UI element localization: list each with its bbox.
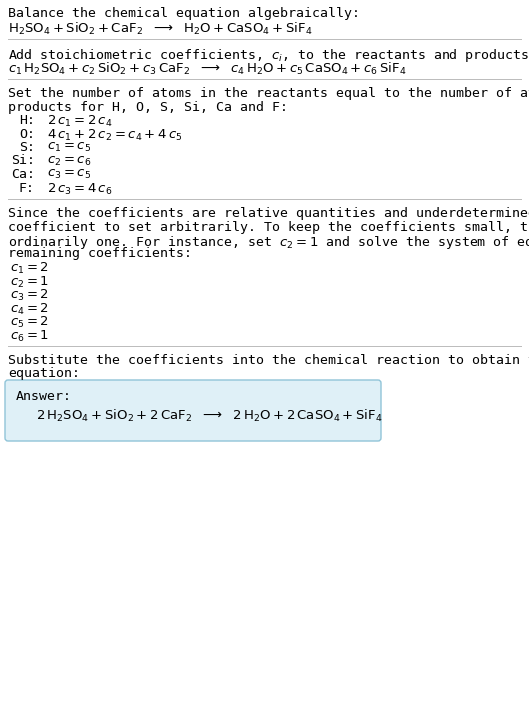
Text: $c_1 = c_5$: $c_1 = c_5$ xyxy=(47,141,91,154)
Text: $c_5 = 2$: $c_5 = 2$ xyxy=(10,315,49,330)
FancyBboxPatch shape xyxy=(5,380,381,441)
Text: $c_4 = 2$: $c_4 = 2$ xyxy=(10,301,49,317)
Text: $c_2 = c_6$: $c_2 = c_6$ xyxy=(47,155,92,168)
Text: $c_1\, \mathrm{H_2SO_4} + c_2\, \mathrm{SiO_2} + c_3\, \mathrm{CaF_2}$  $\longri: $c_1\, \mathrm{H_2SO_4} + c_2\, \mathrm{… xyxy=(8,61,406,76)
Text: remaining coefficients:: remaining coefficients: xyxy=(8,247,192,260)
Text: Balance the chemical equation algebraically:: Balance the chemical equation algebraica… xyxy=(8,7,360,20)
Text: $c_2 = 1$: $c_2 = 1$ xyxy=(10,274,49,290)
Text: $2\, \mathrm{H_2SO_4} + \mathrm{SiO_2} + 2\, \mathrm{CaF_2}$  $\longrightarrow$ : $2\, \mathrm{H_2SO_4} + \mathrm{SiO_2} +… xyxy=(36,408,382,424)
Text: H:: H: xyxy=(19,114,35,127)
Text: $c_3 = 2$: $c_3 = 2$ xyxy=(10,288,49,303)
Text: Set the number of atoms in the reactants equal to the number of atoms in the: Set the number of atoms in the reactants… xyxy=(8,87,529,100)
Text: O:: O: xyxy=(19,127,35,141)
Text: Ca:: Ca: xyxy=(11,168,35,181)
Text: Since the coefficients are relative quantities and underdetermined, choose a: Since the coefficients are relative quan… xyxy=(8,207,529,220)
Text: $\mathrm{H_2SO_4 + SiO_2 + CaF_2}$  $\longrightarrow$  $\mathrm{H_2O + CaSO_4 + : $\mathrm{H_2SO_4 + SiO_2 + CaF_2}$ $\lon… xyxy=(8,21,313,37)
Text: $2\,c_3 = 4\,c_6$: $2\,c_3 = 4\,c_6$ xyxy=(47,182,113,197)
Text: $c_6 = 1$: $c_6 = 1$ xyxy=(10,329,49,344)
Text: $4\,c_1 + 2\,c_2 = c_4 + 4\,c_5$: $4\,c_1 + 2\,c_2 = c_4 + 4\,c_5$ xyxy=(47,127,183,143)
Text: products for H, O, S, Si, Ca and F:: products for H, O, S, Si, Ca and F: xyxy=(8,100,288,114)
Text: coefficient to set arbitrarily. To keep the coefficients small, the arbitrary va: coefficient to set arbitrarily. To keep … xyxy=(8,221,529,233)
Text: $c_3 = c_5$: $c_3 = c_5$ xyxy=(47,168,91,181)
Text: ordinarily one. For instance, set $c_2 = 1$ and solve the system of equations fo: ordinarily one. For instance, set $c_2 =… xyxy=(8,234,529,251)
Text: Substitute the coefficients into the chemical reaction to obtain the balanced: Substitute the coefficients into the che… xyxy=(8,354,529,367)
Text: $2\,c_1 = 2\,c_4$: $2\,c_1 = 2\,c_4$ xyxy=(47,114,113,129)
Text: $c_1 = 2$: $c_1 = 2$ xyxy=(10,261,49,276)
Text: equation:: equation: xyxy=(8,368,80,380)
Text: Answer:: Answer: xyxy=(16,390,72,403)
Text: Add stoichiometric coefficients, $c_i$, to the reactants and products:: Add stoichiometric coefficients, $c_i$, … xyxy=(8,47,529,64)
Text: S:: S: xyxy=(19,141,35,154)
Text: Si:: Si: xyxy=(11,155,35,168)
Text: F:: F: xyxy=(19,182,35,194)
